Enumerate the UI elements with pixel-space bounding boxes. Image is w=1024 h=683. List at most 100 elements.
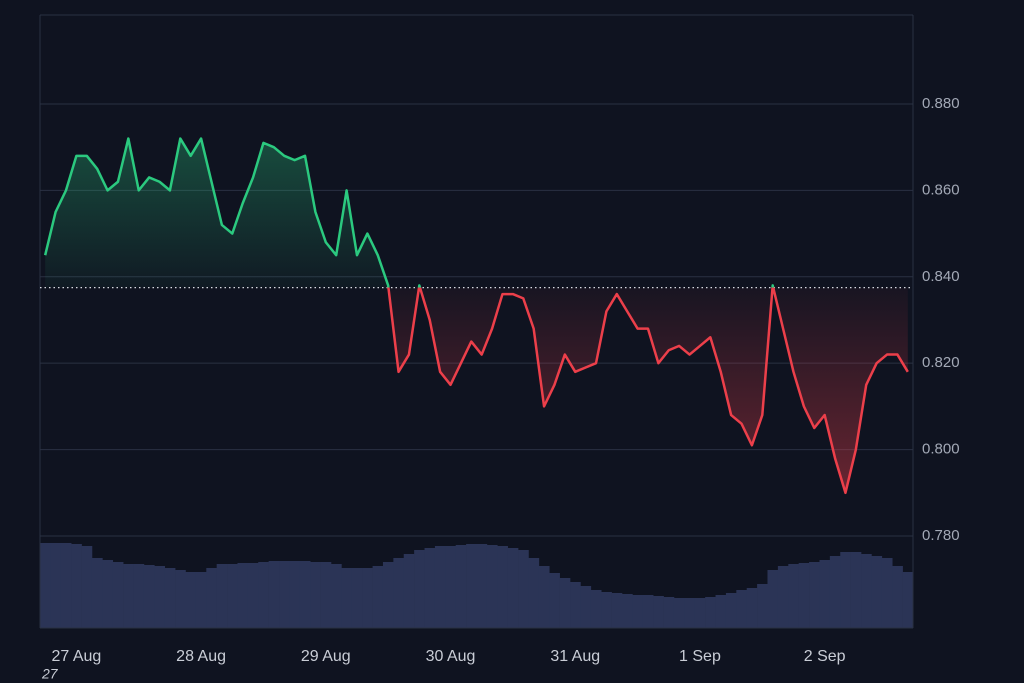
volume-bar <box>611 593 623 628</box>
volume-bar <box>757 584 768 628</box>
volume-bar <box>725 593 737 628</box>
volume-bar <box>736 590 748 628</box>
volume-bar <box>227 564 238 628</box>
volume-bar <box>258 562 269 628</box>
volume-bar <box>403 554 415 628</box>
volume-bar <box>154 566 166 628</box>
volume-bar <box>434 546 446 628</box>
volume-bar <box>466 544 477 628</box>
y-tick-label: 0.800 <box>922 441 960 458</box>
volume-bar <box>310 562 321 628</box>
volume-bar <box>331 564 342 628</box>
volume-bar <box>341 568 353 628</box>
volume-bar <box>91 558 103 628</box>
volume-bar <box>486 545 498 628</box>
volume-bar <box>809 562 820 628</box>
volume-bar <box>164 568 176 628</box>
volume-bar <box>518 550 529 628</box>
volume-bar <box>861 554 872 628</box>
price-line <box>43 137 909 495</box>
volume-bar <box>455 545 467 628</box>
y-tick-label: 0.860 <box>922 181 960 198</box>
volume-bar <box>382 562 394 628</box>
volume-bar <box>362 568 373 628</box>
volume-bar <box>653 596 664 628</box>
volume-bar <box>570 582 581 628</box>
volume-bar <box>590 590 602 628</box>
volume-bar <box>767 570 779 628</box>
x-tick-label: 1 Sep <box>679 648 721 665</box>
volume-bar <box>819 560 831 628</box>
volume-bar <box>684 598 696 628</box>
volume-bar <box>476 544 488 628</box>
volume-bar <box>705 597 716 628</box>
volume-bar <box>237 563 249 628</box>
volume-bar <box>622 594 633 628</box>
volume-bar <box>829 556 841 628</box>
volume-bar <box>746 588 758 628</box>
volume-bar <box>559 578 571 628</box>
volume-bar <box>112 562 124 628</box>
volume-bar <box>902 572 914 628</box>
volume-bar <box>798 563 810 628</box>
y-tick-label: 0.820 <box>922 354 960 371</box>
volume-bar <box>497 546 508 628</box>
price-area <box>45 138 908 493</box>
volume-bar <box>632 595 644 628</box>
volume-bar <box>40 543 51 628</box>
volume-bar <box>123 564 134 628</box>
volume-bar <box>445 546 457 628</box>
volume-bar <box>881 558 893 628</box>
volume-bar <box>50 543 62 628</box>
volume-bar <box>673 598 685 628</box>
volume-bar <box>528 558 540 628</box>
x-tick-label: 31 Aug <box>550 648 600 665</box>
volume-bar <box>549 573 560 628</box>
volume-bar <box>102 560 114 628</box>
volume-bar <box>892 566 903 628</box>
x-tick-label: 27 Aug <box>51 648 101 665</box>
volume-bar <box>871 556 883 628</box>
volume-bar <box>351 568 363 628</box>
footnote: 27 <box>41 666 59 682</box>
volume-bar <box>133 564 145 628</box>
volume-bar <box>195 572 207 628</box>
volume-bar <box>81 546 93 628</box>
volume-bar <box>694 598 706 628</box>
volume-bar <box>642 595 654 628</box>
volume-bar <box>247 563 259 628</box>
volume-bar <box>143 565 155 628</box>
volume-bar <box>538 566 550 628</box>
volume-bar <box>279 561 290 628</box>
volume-bar <box>71 544 82 628</box>
volume-bar <box>289 561 301 628</box>
volume-bar <box>663 597 675 628</box>
volume-bar <box>206 568 217 628</box>
volume-bar <box>175 570 186 628</box>
volume-bar <box>320 562 332 628</box>
x-tick-label: 2 Sep <box>804 648 846 665</box>
volume-bar <box>185 572 197 628</box>
x-tick-label: 29 Aug <box>301 648 351 665</box>
volume-bar <box>601 592 612 628</box>
volume-bar <box>777 566 789 628</box>
volume-bar <box>216 564 228 628</box>
y-tick-label: 0.780 <box>922 527 960 544</box>
volume-bar <box>715 595 727 628</box>
volume-bar <box>580 586 592 628</box>
x-tick-label: 28 Aug <box>176 648 226 665</box>
y-tick-label: 0.840 <box>922 268 960 285</box>
volume-bar <box>268 561 280 628</box>
volume-bar <box>850 552 862 628</box>
volume-bar <box>788 564 799 628</box>
volume-bar <box>507 548 519 628</box>
volume-bar <box>60 543 72 628</box>
volume-bar <box>424 548 436 628</box>
volume-bar <box>393 558 405 628</box>
volume-bar <box>414 550 425 628</box>
volume-bar <box>840 552 851 628</box>
x-tick-label: 30 Aug <box>426 648 476 665</box>
volume-bar <box>372 566 384 628</box>
